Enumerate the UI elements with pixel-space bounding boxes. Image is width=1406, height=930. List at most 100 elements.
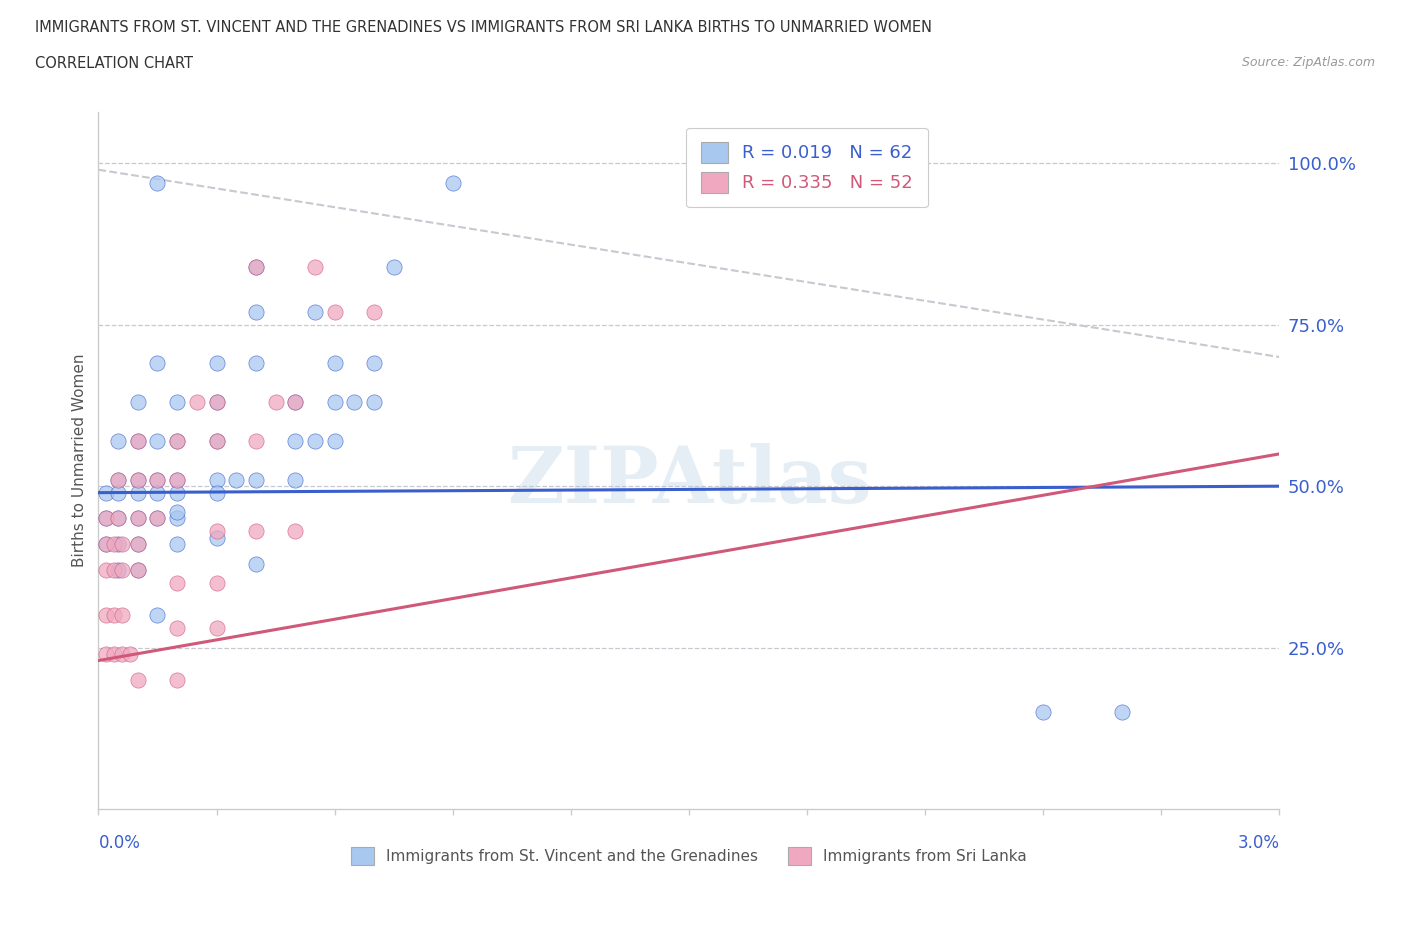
Point: [127, 395, 149, 410]
Point: [205, 485, 228, 500]
Point: [245, 304, 267, 319]
Point: [284, 524, 307, 538]
Point: [146, 608, 169, 623]
Point: [103, 563, 125, 578]
Point: [205, 356, 228, 371]
Point: [205, 395, 228, 410]
Text: 0.0%: 0.0%: [98, 834, 141, 852]
Text: ZIPAtlas: ZIPAtlas: [506, 444, 872, 519]
Point: [166, 505, 188, 520]
Point: [441, 175, 464, 190]
Point: [111, 608, 134, 623]
Point: [146, 356, 169, 371]
Point: [103, 646, 125, 661]
Point: [118, 646, 141, 661]
Point: [107, 472, 129, 487]
Point: [245, 259, 267, 274]
Point: [1111, 705, 1133, 720]
Point: [96, 537, 118, 551]
Point: [107, 563, 129, 578]
Y-axis label: Births to Unmarried Women: Births to Unmarried Women: [72, 353, 87, 567]
Point: [127, 563, 149, 578]
Point: [103, 608, 125, 623]
Point: [284, 433, 307, 448]
Point: [107, 472, 129, 487]
Point: [127, 433, 149, 448]
Point: [96, 646, 118, 661]
Point: [166, 576, 188, 591]
Point: [127, 537, 149, 551]
Point: [127, 563, 149, 578]
Point: [127, 472, 149, 487]
Point: [245, 433, 267, 448]
Point: [245, 472, 267, 487]
Point: [166, 472, 188, 487]
Point: [96, 608, 118, 623]
Point: [146, 433, 169, 448]
Point: [343, 395, 366, 410]
Point: [363, 304, 385, 319]
Point: [323, 304, 346, 319]
Point: [166, 433, 188, 448]
Point: [103, 537, 125, 551]
Point: [304, 433, 326, 448]
Point: [363, 356, 385, 371]
Point: [186, 395, 208, 410]
Point: [205, 524, 228, 538]
Point: [166, 621, 188, 636]
Point: [323, 395, 346, 410]
Point: [245, 356, 267, 371]
Point: [107, 512, 129, 526]
Point: [96, 512, 118, 526]
Point: [96, 563, 118, 578]
Point: [205, 530, 228, 545]
Point: [127, 472, 149, 487]
Point: [205, 433, 228, 448]
Point: [363, 395, 385, 410]
Point: [166, 537, 188, 551]
Text: CORRELATION CHART: CORRELATION CHART: [35, 56, 193, 71]
Point: [304, 304, 326, 319]
Point: [205, 576, 228, 591]
Point: [205, 395, 228, 410]
Point: [146, 512, 169, 526]
Point: [166, 672, 188, 687]
Point: [127, 512, 149, 526]
Point: [146, 485, 169, 500]
Point: [96, 512, 118, 526]
Point: [166, 433, 188, 448]
Point: [205, 472, 228, 487]
Point: [284, 395, 307, 410]
Point: [127, 512, 149, 526]
Point: [146, 472, 169, 487]
Point: [245, 524, 267, 538]
Point: [166, 395, 188, 410]
Point: [107, 433, 129, 448]
Point: [264, 395, 287, 410]
Legend: Immigrants from St. Vincent and the Grenadines, Immigrants from Sri Lanka: Immigrants from St. Vincent and the Gren…: [344, 842, 1033, 871]
Point: [304, 259, 326, 274]
Point: [284, 472, 307, 487]
Point: [127, 433, 149, 448]
Text: Source: ZipAtlas.com: Source: ZipAtlas.com: [1241, 56, 1375, 69]
Point: [245, 556, 267, 571]
Point: [166, 512, 188, 526]
Point: [111, 537, 134, 551]
Point: [284, 395, 307, 410]
Point: [96, 485, 118, 500]
Point: [225, 472, 247, 487]
Point: [107, 485, 129, 500]
Point: [166, 485, 188, 500]
Point: [382, 259, 405, 274]
Point: [127, 537, 149, 551]
Point: [146, 472, 169, 487]
Point: [107, 537, 129, 551]
Point: [245, 259, 267, 274]
Point: [1032, 705, 1054, 720]
Point: [205, 621, 228, 636]
Point: [127, 485, 149, 500]
Point: [323, 433, 346, 448]
Point: [166, 472, 188, 487]
Point: [146, 175, 169, 190]
Point: [111, 563, 134, 578]
